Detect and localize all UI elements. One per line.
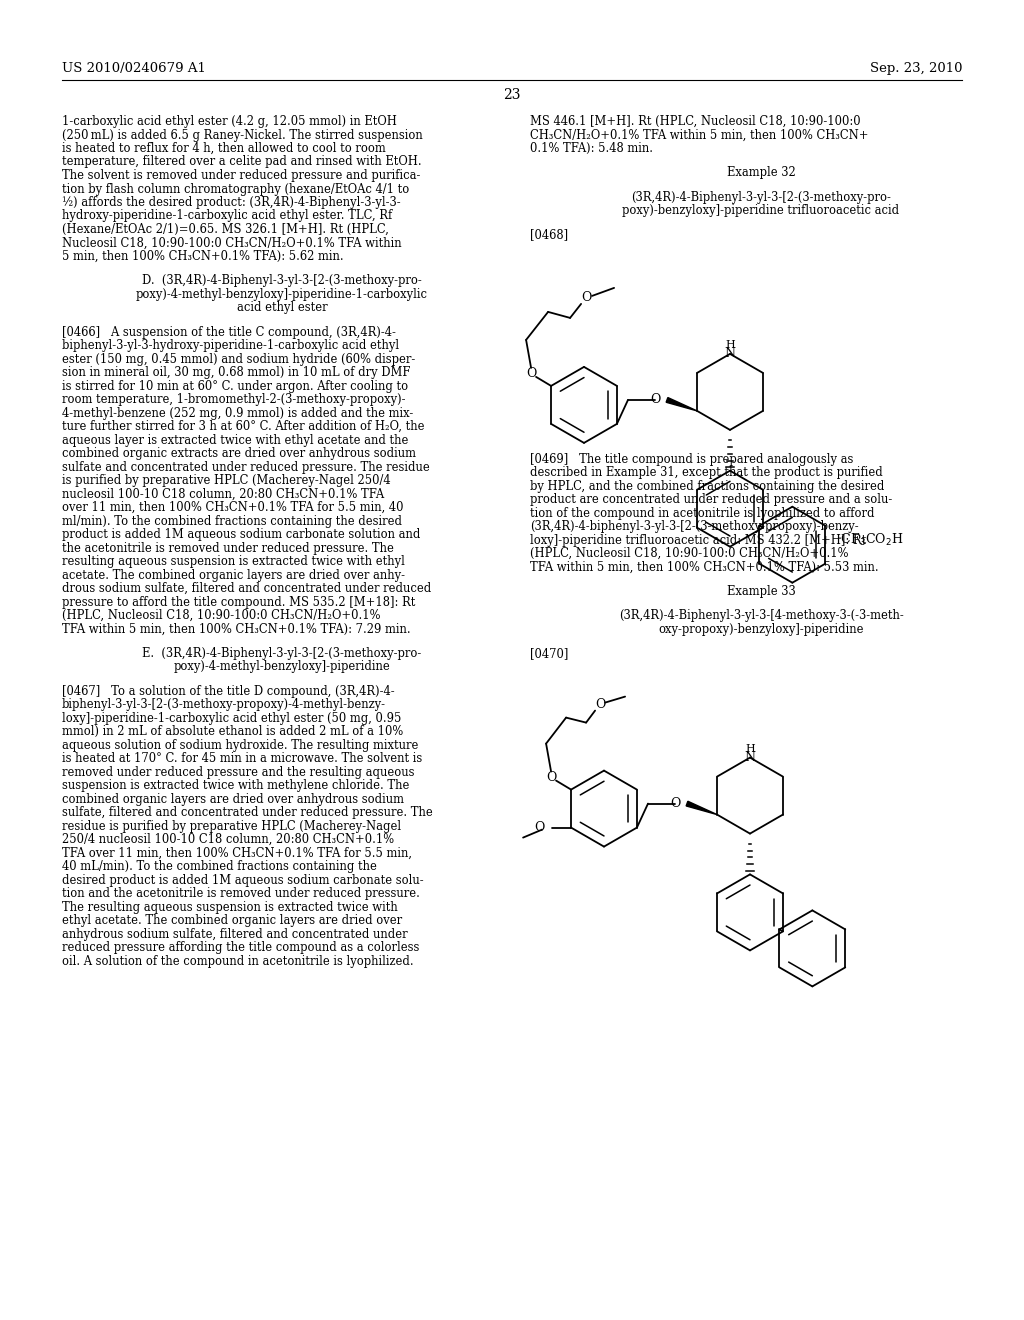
- Text: [0468]: [0468]: [530, 228, 568, 242]
- Text: $\cdot$CF$_3$CO$_2$H: $\cdot$CF$_3$CO$_2$H: [838, 532, 904, 548]
- Text: (3R,4R)-4-Biphenyl-3-yl-3-[2-(3-methoxy-pro-: (3R,4R)-4-Biphenyl-3-yl-3-[2-(3-methoxy-…: [631, 190, 891, 203]
- Text: N: N: [725, 347, 735, 360]
- Text: combined organic extracts are dried over anhydrous sodium: combined organic extracts are dried over…: [62, 447, 416, 461]
- Text: O: O: [535, 821, 545, 834]
- Text: Example 33: Example 33: [727, 585, 796, 598]
- Text: TFA over 11 min, then 100% CH₃CN+0.1% TFA for 5.5 min,: TFA over 11 min, then 100% CH₃CN+0.1% TF…: [62, 846, 412, 859]
- Text: temperature, filtered over a celite pad and rinsed with EtOH.: temperature, filtered over a celite pad …: [62, 156, 422, 169]
- Text: desired product is added 1M aqueous sodium carbonate solu-: desired product is added 1M aqueous sodi…: [62, 874, 424, 887]
- Text: acid ethyl ester: acid ethyl ester: [237, 301, 328, 314]
- Text: Sep. 23, 2010: Sep. 23, 2010: [869, 62, 962, 75]
- Text: TFA within 5 min, then 100% CH₃CN+0.1% TFA): 7.29 min.: TFA within 5 min, then 100% CH₃CN+0.1% T…: [62, 623, 411, 636]
- Text: over 11 min, then 100% CH₃CN+0.1% TFA for 5.5 min, 40: over 11 min, then 100% CH₃CN+0.1% TFA fo…: [62, 502, 403, 513]
- Text: nucleosil 100-10 C18 column, 20:80 CH₃CN+0.1% TFA: nucleosil 100-10 C18 column, 20:80 CH₃CN…: [62, 487, 384, 500]
- Text: ml/min). To the combined fractions containing the desired: ml/min). To the combined fractions conta…: [62, 515, 402, 528]
- Text: The resulting aqueous suspension is extracted twice with: The resulting aqueous suspension is extr…: [62, 900, 397, 913]
- Text: biphenyl-3-yl-3-hydroxy-piperidine-1-carboxylic acid ethyl: biphenyl-3-yl-3-hydroxy-piperidine-1-car…: [62, 339, 399, 352]
- Text: mmol) in 2 mL of absolute ethanol is added 2 mL of a 10%: mmol) in 2 mL of absolute ethanol is add…: [62, 725, 403, 738]
- Text: CH₃CN/H₂O+0.1% TFA within 5 min, then 100% CH₃CN+: CH₃CN/H₂O+0.1% TFA within 5 min, then 10…: [530, 128, 868, 141]
- Text: aqueous layer is extracted twice with ethyl acetate and the: aqueous layer is extracted twice with et…: [62, 433, 409, 446]
- Text: suspension is extracted twice with methylene chloride. The: suspension is extracted twice with methy…: [62, 779, 410, 792]
- Text: drous sodium sulfate, filtered and concentrated under reduced: drous sodium sulfate, filtered and conce…: [62, 582, 431, 595]
- Text: acetate. The combined organic layers are dried over anhy-: acetate. The combined organic layers are…: [62, 569, 406, 582]
- Text: is purified by preparative HPLC (Macherey-Nagel 250/4: is purified by preparative HPLC (Machere…: [62, 474, 390, 487]
- Text: Nucleosil C18, 10:90-100:0 CH₃CN/H₂O+0.1% TFA within: Nucleosil C18, 10:90-100:0 CH₃CN/H₂O+0.1…: [62, 236, 401, 249]
- Text: described in Example 31, except that the product is purified: described in Example 31, except that the…: [530, 466, 883, 479]
- Text: ester (150 mg, 0.45 mmol) and sodium hydride (60% disper-: ester (150 mg, 0.45 mmol) and sodium hyd…: [62, 352, 416, 366]
- Text: (3R,4R)-4-biphenyl-3-yl-3-[2-(3-methoxy-propoxy)-benzy-: (3R,4R)-4-biphenyl-3-yl-3-[2-(3-methoxy-…: [530, 520, 859, 533]
- Text: 250/4 nucleosil 100-10 C18 column, 20:80 CH₃CN+0.1%: 250/4 nucleosil 100-10 C18 column, 20:80…: [62, 833, 394, 846]
- Text: loxy]-piperidine-1-carboxylic acid ethyl ester (50 mg, 0.95: loxy]-piperidine-1-carboxylic acid ethyl…: [62, 711, 401, 725]
- Text: combined organic layers are dried over anhydrous sodium: combined organic layers are dried over a…: [62, 793, 404, 805]
- Text: H: H: [725, 341, 735, 350]
- Text: tion by flash column chromatography (hexane/EtOAc 4/1 to: tion by flash column chromatography (hex…: [62, 182, 410, 195]
- Text: Example 32: Example 32: [727, 166, 796, 180]
- Text: aqueous solution of sodium hydroxide. The resulting mixture: aqueous solution of sodium hydroxide. Th…: [62, 739, 419, 751]
- Text: removed under reduced pressure and the resulting aqueous: removed under reduced pressure and the r…: [62, 766, 415, 779]
- Text: pressure to afford the title compound. MS 535.2 [M+18]: Rt: pressure to afford the title compound. M…: [62, 595, 416, 609]
- Text: (Hexane/EtOAc 2/1)=0.65. MS 326.1 [M+H]. Rt (HPLC,: (Hexane/EtOAc 2/1)=0.65. MS 326.1 [M+H].…: [62, 223, 389, 236]
- Text: tion and the acetonitrile is removed under reduced pressure.: tion and the acetonitrile is removed und…: [62, 887, 420, 900]
- Text: 23: 23: [503, 88, 521, 102]
- Text: O: O: [595, 698, 605, 711]
- Text: product are concentrated under reduced pressure and a solu-: product are concentrated under reduced p…: [530, 494, 892, 506]
- Text: (250 mL) is added 6.5 g Raney-Nickel. The stirred suspension: (250 mL) is added 6.5 g Raney-Nickel. Th…: [62, 128, 423, 141]
- Text: US 2010/0240679 A1: US 2010/0240679 A1: [62, 62, 206, 75]
- Polygon shape: [667, 397, 697, 411]
- Text: sulfate and concentrated under reduced pressure. The residue: sulfate and concentrated under reduced p…: [62, 461, 430, 474]
- Text: O: O: [526, 367, 537, 380]
- Text: MS 446.1 [M+H]. Rt (HPLC, Nucleosil C18, 10:90-100:0: MS 446.1 [M+H]. Rt (HPLC, Nucleosil C18,…: [530, 115, 860, 128]
- Text: biphenyl-3-yl-3-[2-(3-methoxy-propoxy)-4-methyl-benzy-: biphenyl-3-yl-3-[2-(3-methoxy-propoxy)-4…: [62, 698, 386, 711]
- Text: (3R,4R)-4-Biphenyl-3-yl-3-[4-methoxy-3-(-3-meth-: (3R,4R)-4-Biphenyl-3-yl-3-[4-methoxy-3-(…: [618, 610, 903, 622]
- Text: poxy)-4-methyl-benzyloxy]-piperidine-1-carboxylic: poxy)-4-methyl-benzyloxy]-piperidine-1-c…: [136, 288, 428, 301]
- Text: poxy)-4-methyl-benzyloxy]-piperidine: poxy)-4-methyl-benzyloxy]-piperidine: [174, 660, 390, 673]
- Text: [0470]: [0470]: [530, 647, 568, 660]
- Text: room temperature, 1-bromomethyl-2-(3-methoxy-propoxy)-: room temperature, 1-bromomethyl-2-(3-met…: [62, 393, 406, 407]
- Text: anhydrous sodium sulfate, filtered and concentrated under: anhydrous sodium sulfate, filtered and c…: [62, 928, 408, 941]
- Text: O: O: [581, 292, 591, 305]
- Text: resulting aqueous suspension is extracted twice with ethyl: resulting aqueous suspension is extracte…: [62, 556, 404, 568]
- Text: 0.1% TFA): 5.48 min.: 0.1% TFA): 5.48 min.: [530, 143, 653, 154]
- Text: poxy)-benzyloxy]-piperidine trifluoroacetic acid: poxy)-benzyloxy]-piperidine trifluoroace…: [623, 205, 899, 216]
- Text: ture further stirred for 3 h at 60° C. After addition of H₂O, the: ture further stirred for 3 h at 60° C. A…: [62, 420, 425, 433]
- Text: is stirred for 10 min at 60° C. under argon. After cooling to: is stirred for 10 min at 60° C. under ar…: [62, 380, 409, 392]
- Text: [0466]   A suspension of the title C compound, (3R,4R)-4-: [0466] A suspension of the title C compo…: [62, 326, 396, 339]
- Text: ½) affords the desired product: (3R,4R)-4-Biphenyl-3-yl-3-: ½) affords the desired product: (3R,4R)-…: [62, 195, 400, 209]
- Text: O: O: [650, 393, 662, 407]
- Text: E.  (3R,4R)-4-Biphenyl-3-yl-3-[2-(3-methoxy-pro-: E. (3R,4R)-4-Biphenyl-3-yl-3-[2-(3-metho…: [142, 647, 422, 660]
- Text: sulfate, filtered and concentrated under reduced pressure. The: sulfate, filtered and concentrated under…: [62, 807, 433, 820]
- Text: 1-carboxylic acid ethyl ester (4.2 g, 12.05 mmol) in EtOH: 1-carboxylic acid ethyl ester (4.2 g, 12…: [62, 115, 397, 128]
- Text: reduced pressure affording the title compound as a colorless: reduced pressure affording the title com…: [62, 941, 420, 954]
- Text: is heated to reflux for 4 h, then allowed to cool to room: is heated to reflux for 4 h, then allowe…: [62, 143, 386, 154]
- Text: is heated at 170° C. for 45 min in a microwave. The solvent is: is heated at 170° C. for 45 min in a mic…: [62, 752, 422, 766]
- Text: sion in mineral oil, 30 mg, 0.68 mmol) in 10 mL of dry DMF: sion in mineral oil, 30 mg, 0.68 mmol) i…: [62, 366, 411, 379]
- Text: [0469]   The title compound is prepared analogously as: [0469] The title compound is prepared an…: [530, 453, 853, 466]
- Text: tion of the compound in acetonitrile is lyophilized to afford: tion of the compound in acetonitrile is …: [530, 507, 874, 520]
- Text: D.  (3R,4R)-4-Biphenyl-3-yl-3-[2-(3-methoxy-pro-: D. (3R,4R)-4-Biphenyl-3-yl-3-[2-(3-metho…: [142, 275, 422, 288]
- Text: [0467]   To a solution of the title D compound, (3R,4R)-4-: [0467] To a solution of the title D comp…: [62, 685, 394, 698]
- Text: TFA within 5 min, then 100% CH₃CN+0.1% TFA): 5.53 min.: TFA within 5 min, then 100% CH₃CN+0.1% T…: [530, 561, 879, 574]
- Text: 4-methyl-benzene (252 mg, 0.9 mmol) is added and the mix-: 4-methyl-benzene (252 mg, 0.9 mmol) is a…: [62, 407, 414, 420]
- Text: H: H: [745, 743, 755, 754]
- Text: (HPLC, Nucleosil C18, 10:90-100:0 CH₃CN/H₂O+0.1%: (HPLC, Nucleosil C18, 10:90-100:0 CH₃CN/…: [530, 548, 849, 560]
- Text: the acetonitrile is removed under reduced pressure. The: the acetonitrile is removed under reduce…: [62, 541, 394, 554]
- Text: 5 min, then 100% CH₃CN+0.1% TFA): 5.62 min.: 5 min, then 100% CH₃CN+0.1% TFA): 5.62 m…: [62, 249, 344, 263]
- Text: ethyl acetate. The combined organic layers are dried over: ethyl acetate. The combined organic laye…: [62, 915, 402, 927]
- Text: oil. A solution of the compound in acetonitrile is lyophilized.: oil. A solution of the compound in aceto…: [62, 954, 414, 968]
- Text: (HPLC, Nucleosil C18, 10:90-100:0 CH₃CN/H₂O+0.1%: (HPLC, Nucleosil C18, 10:90-100:0 CH₃CN/…: [62, 609, 381, 622]
- Polygon shape: [686, 801, 717, 814]
- Text: hydroxy-piperidine-1-carboxylic acid ethyl ester. TLC, Rf: hydroxy-piperidine-1-carboxylic acid eth…: [62, 210, 392, 223]
- Text: loxy]-piperidine trifluoroacetic acid: MS 432.2 [M+H]: Rt: loxy]-piperidine trifluoroacetic acid: M…: [530, 533, 866, 546]
- Text: residue is purified by preparative HPLC (Macherey-Nagel: residue is purified by preparative HPLC …: [62, 820, 401, 833]
- Text: product is added 1M aqueous sodium carbonate solution and: product is added 1M aqueous sodium carbo…: [62, 528, 421, 541]
- Text: O: O: [546, 771, 556, 784]
- Text: by HPLC, and the combined fractions containing the desired: by HPLC, and the combined fractions cont…: [530, 479, 885, 492]
- Text: oxy-propoxy)-benzyloxy]-piperidine: oxy-propoxy)-benzyloxy]-piperidine: [658, 623, 864, 636]
- Text: N: N: [744, 751, 756, 764]
- Text: The solvent is removed under reduced pressure and purifica-: The solvent is removed under reduced pre…: [62, 169, 421, 182]
- Text: 40 mL/min). To the combined fractions containing the: 40 mL/min). To the combined fractions co…: [62, 861, 377, 874]
- Text: O: O: [671, 797, 681, 810]
